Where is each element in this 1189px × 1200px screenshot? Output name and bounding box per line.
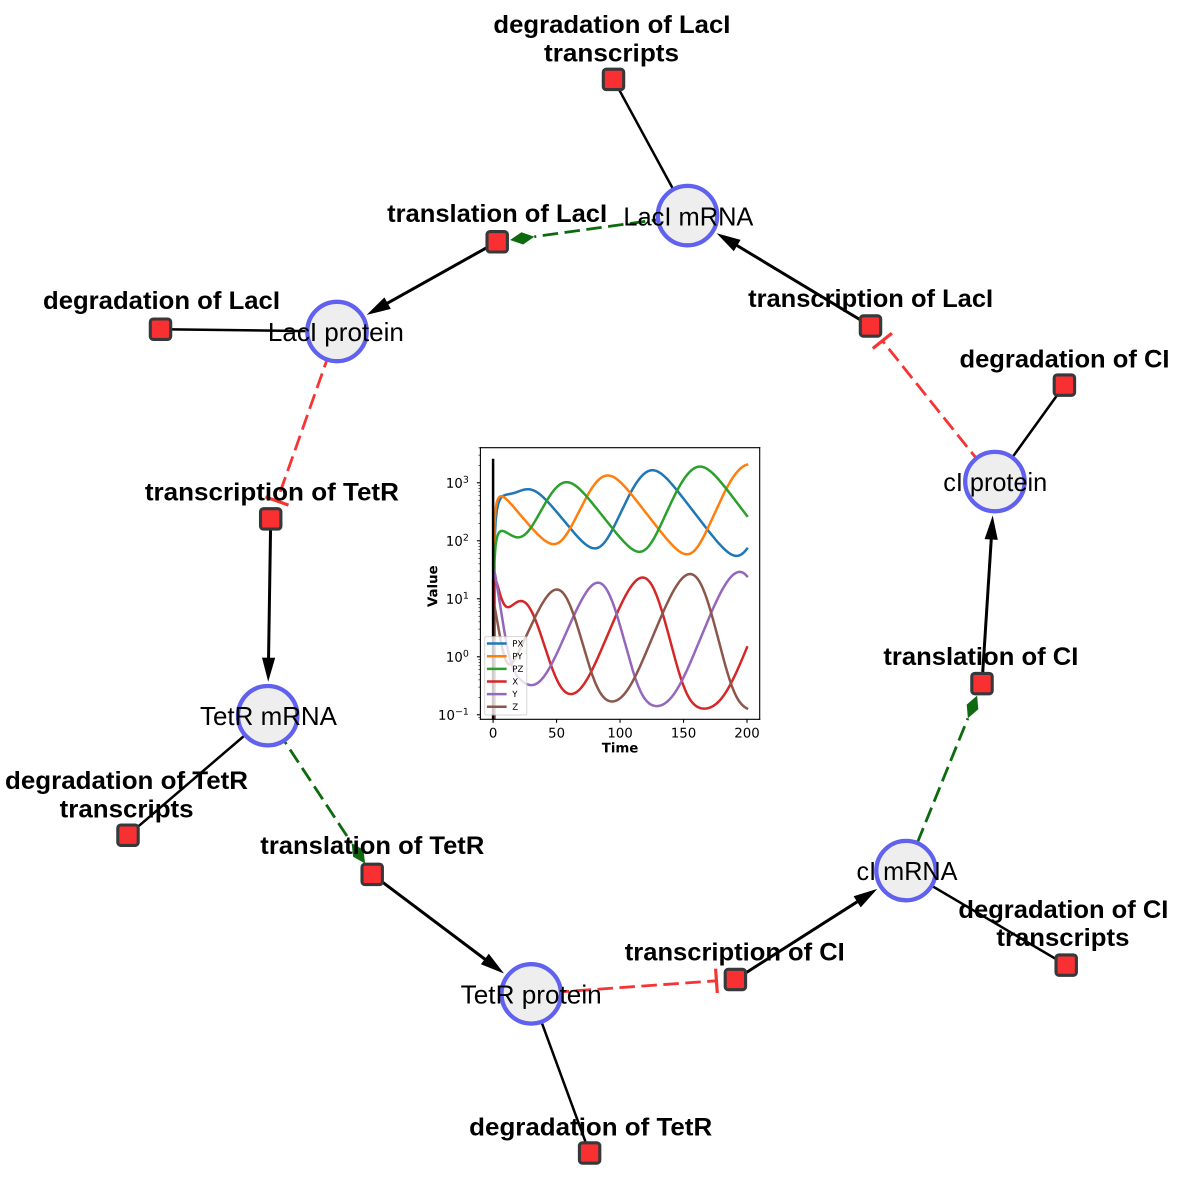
svg-text:transcription of CI: transcription of CI <box>625 939 845 967</box>
svg-text:transcription of LacI: transcription of LacI <box>748 285 993 313</box>
svg-text:degradation of TetR: degradation of TetR <box>5 767 248 795</box>
svg-text:transcripts: transcripts <box>544 40 679 68</box>
svg-text:TetR protein: TetR protein <box>461 979 602 1009</box>
svg-text:translation of LacI: translation of LacI <box>387 200 607 228</box>
svg-text:degradation of CI: degradation of CI <box>960 346 1170 374</box>
svg-text:degradation of CI: degradation of CI <box>958 896 1168 924</box>
svg-text:degradation of TetR: degradation of TetR <box>469 1114 712 1142</box>
svg-text:cI mRNA: cI mRNA <box>857 856 959 886</box>
svg-text:LacI protein: LacI protein <box>268 317 404 347</box>
svg-text:cI protein: cI protein <box>943 467 1047 497</box>
svg-text:translation of TetR: translation of TetR <box>260 832 484 860</box>
svg-text:degradation of LacI: degradation of LacI <box>43 287 280 315</box>
svg-text:translation of CI: translation of CI <box>883 643 1078 671</box>
svg-text:LacI mRNA: LacI mRNA <box>623 202 754 232</box>
svg-text:TetR mRNA: TetR mRNA <box>200 701 338 731</box>
svg-text:transcripts: transcripts <box>60 795 194 823</box>
svg-text:transcripts: transcripts <box>996 924 1129 952</box>
svg-text:degradation of LacI: degradation of LacI <box>493 11 730 39</box>
svg-text:transcription of TetR: transcription of TetR <box>145 479 399 507</box>
